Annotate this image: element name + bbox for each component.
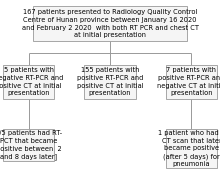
Text: 5/5 patients had RT-
PCT that became
positive between  2
and 8 days later]: 5/5 patients had RT- PCT that became pos… [0, 130, 62, 160]
FancyBboxPatch shape [3, 65, 55, 99]
FancyBboxPatch shape [166, 65, 217, 99]
Text: 5 patients with
negative RT-PCR and
positive CT at initial
presentation: 5 patients with negative RT-PCR and posi… [0, 67, 63, 96]
FancyBboxPatch shape [3, 129, 55, 162]
Text: 155 patients with
positive RT-PCR and
positive CT at initial
presentation: 155 patients with positive RT-PCR and po… [77, 67, 143, 96]
FancyBboxPatch shape [84, 65, 136, 99]
Text: 167 patients presented to Radiology Quality Control
Centre of Hunan province bet: 167 patients presented to Radiology Qual… [22, 9, 198, 38]
FancyBboxPatch shape [33, 6, 187, 41]
FancyBboxPatch shape [166, 129, 217, 168]
Text: 7 patients with
positive RT-PCR and
negative CT at initial
presentation: 7 patients with positive RT-PCR and nega… [157, 67, 220, 96]
Text: 1 patient who had a
CT scan that later
became positive
(after 5 days) for
pneumo: 1 patient who had a CT scan that later b… [158, 130, 220, 168]
